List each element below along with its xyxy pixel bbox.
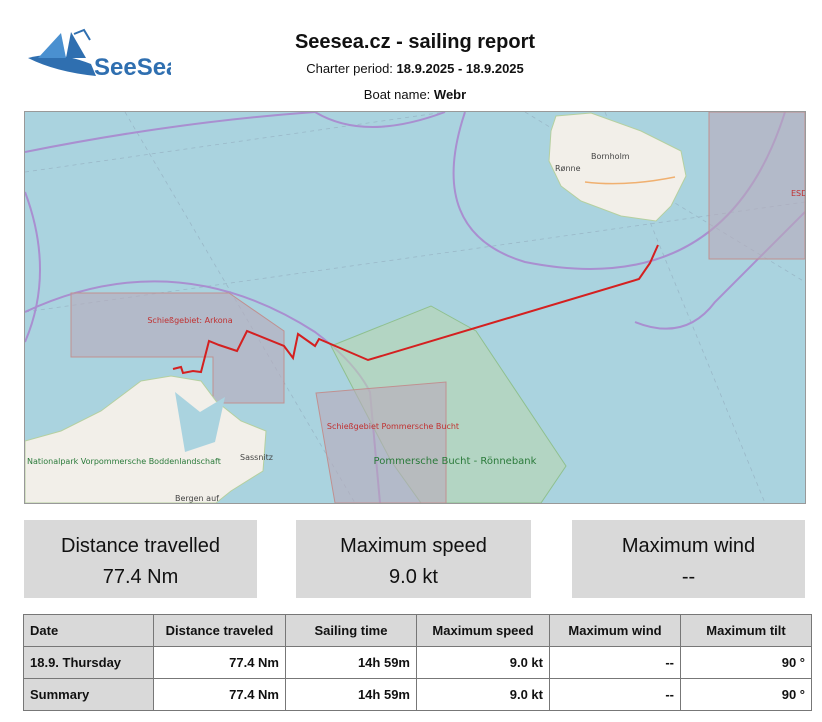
title: Seesea.cz - sailing report — [294, 31, 536, 53]
map-label: Pommersche Bucht - Rönnebank — [374, 456, 537, 467]
cell: 14h 59m — [285, 678, 417, 711]
route — [172, 244, 659, 375]
map-label: Schießgebiet: Arkona — [147, 316, 232, 325]
column-header: Sailing time — [285, 614, 417, 647]
value: 77.4 Nm — [102, 566, 179, 588]
cell: 90 ° — [680, 678, 812, 711]
column-header: Distance traveled — [153, 614, 286, 647]
cell: 9.0 kt — [416, 678, 550, 711]
cell: 18.9. Thursday — [23, 646, 154, 679]
map-label: Rønne — [555, 164, 581, 173]
map-label: Nationalpark Vorpommersche Boddenlandsch… — [27, 457, 221, 466]
value: 9.0 kt — [389, 566, 438, 588]
label: Distance travelled — [61, 535, 220, 557]
header-row: Date Distance traveled Sailing time Maximum… — [23, 614, 812, 647]
map-label: Bornholm — [591, 152, 630, 161]
value: 18.9.2025 - 18.9.2025 — [396, 61, 524, 76]
cell: Summary — [23, 678, 154, 711]
map-label: Bergen auf — [175, 494, 219, 503]
cell: 77.4 Nm — [153, 678, 286, 711]
cell: -- — [549, 646, 681, 679]
label: Charter period: — [306, 61, 393, 76]
map-label: ESD — [791, 189, 806, 198]
table-row: 18.9. Thursday 77.4 Nm 14h 59m 9.0 kt -- 90 ° — [23, 646, 812, 679]
cell: 77.4 Nm — [153, 646, 286, 679]
logo-text: SeeSea — [94, 54, 171, 81]
summary-box: Maximum speed 9.0 kt — [296, 520, 531, 598]
cell: 90 ° — [680, 646, 812, 679]
summary-box: Distance travelled 77.4 Nm — [24, 520, 257, 598]
cell: -- — [549, 678, 681, 711]
cell: 9.0 kt — [416, 646, 550, 679]
column-header: Maximum wind — [549, 614, 681, 647]
boat-name: Boat name: Webr — [215, 87, 615, 102]
map: Schießgebiet: Arkona Rønne Bornholm Schi… — [24, 111, 806, 504]
map-label: Schießgebiet Pommersche Bucht — [327, 422, 459, 431]
cell: 14h 59m — [285, 646, 417, 679]
charter-period: Charter period: 18.9.2025 - 18.9.2025 — [215, 61, 615, 76]
value: Webr — [433, 87, 467, 102]
value: -- — [681, 566, 696, 588]
table: Date Distance traveled Sailing time Maximum… — [23, 614, 812, 711]
label: Boat name: — [363, 87, 431, 102]
map-label: Sassnitz — [240, 453, 273, 462]
column-header: Date — [23, 614, 154, 647]
logo: SeeSea — [28, 28, 171, 81]
table-row: Summary 77.4 Nm 14h 59m 9.0 kt -- 90 ° — [23, 678, 812, 711]
label: Maximum speed — [340, 535, 487, 557]
column-header: Maximum speed — [416, 614, 550, 647]
column-header: Maximum tilt — [680, 614, 812, 647]
label: Maximum wind — [621, 535, 756, 557]
summary-box: Maximum wind -- — [572, 520, 805, 598]
